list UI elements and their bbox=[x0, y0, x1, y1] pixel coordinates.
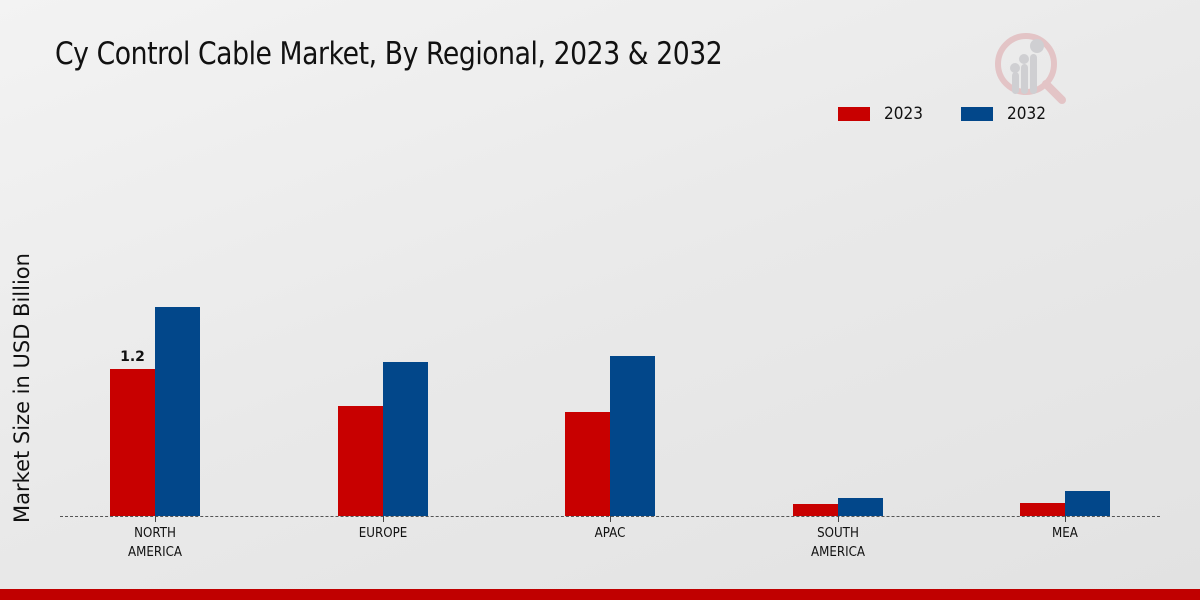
legend-item-2032: 2032 bbox=[961, 104, 1050, 124]
legend-item-2023: 2023 bbox=[838, 104, 927, 124]
data-label: 1.2 bbox=[120, 349, 145, 365]
x-tick-label: EUROPE bbox=[358, 525, 408, 541]
x-tick bbox=[1065, 516, 1066, 522]
legend-swatch-2032 bbox=[961, 107, 994, 121]
x-tick-label: APAC bbox=[594, 525, 626, 541]
bar-mea-2023 bbox=[1020, 503, 1065, 516]
y-axis-label: Market Size in USD Billion bbox=[10, 253, 34, 523]
bar-south-america-2023 bbox=[793, 504, 838, 516]
legend-label: 2023 bbox=[884, 104, 923, 124]
x-tick-label: SOUTH AMERICA bbox=[810, 525, 866, 560]
bar-north-america-2023 bbox=[110, 369, 155, 516]
magnifier-bar-chart-icon bbox=[995, 33, 1066, 104]
legend-swatch-2023 bbox=[838, 107, 870, 121]
x-tick bbox=[383, 516, 384, 522]
x-tick-label: NORTH AMERICA bbox=[127, 525, 183, 560]
x-tick bbox=[610, 516, 611, 522]
x-tick bbox=[155, 516, 156, 522]
x-tick bbox=[838, 516, 839, 522]
bar-europe-2023 bbox=[338, 406, 383, 516]
bar-north-america-2032 bbox=[155, 307, 200, 516]
chart-title: Cy Control Cable Market, By Regional, 20… bbox=[55, 36, 723, 72]
bar-europe-2032 bbox=[383, 362, 428, 516]
x-tick-label: MEA bbox=[1052, 525, 1078, 541]
bar-apac-2023 bbox=[565, 412, 610, 516]
bar-mea-2032 bbox=[1065, 491, 1110, 516]
bar-south-america-2032 bbox=[838, 498, 883, 516]
legend-label: 2032 bbox=[1007, 104, 1047, 124]
chart-legend: 2023 2032 bbox=[838, 104, 1085, 124]
plot-area bbox=[60, 120, 1160, 516]
bar-apac-2032 bbox=[610, 356, 655, 516]
footer-bar bbox=[0, 589, 1200, 600]
